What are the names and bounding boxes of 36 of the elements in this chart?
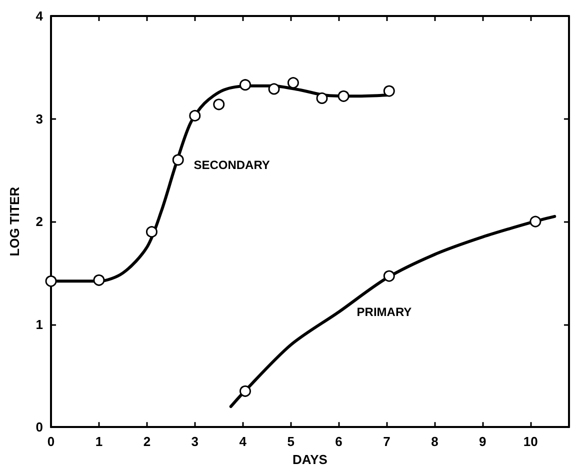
point	[287, 77, 299, 89]
point	[338, 90, 350, 102]
y-tick-label: 3	[36, 111, 43, 126]
point	[268, 83, 280, 95]
y-axis-title: LOG TITER	[7, 186, 22, 256]
point	[172, 154, 184, 166]
point	[189, 110, 201, 122]
point	[93, 274, 105, 286]
x-tick-label: 2	[143, 434, 151, 450]
point	[240, 79, 251, 91]
point	[316, 92, 328, 104]
x-tick-label: 8	[431, 434, 438, 450]
x-tick-label: 1	[95, 434, 103, 450]
y-tick-label: 1	[36, 316, 43, 332]
x-tick-label: 4	[239, 434, 248, 450]
line-series	[229, 214, 556, 408]
x-tick-label: 9	[479, 434, 486, 450]
point	[383, 85, 395, 97]
point	[530, 216, 542, 228]
x-tick-label: 6	[335, 434, 342, 450]
x-axis-title: DAYS	[292, 452, 328, 467]
series-label: SECONDARY	[194, 158, 270, 172]
x-tick-label: 3	[191, 434, 199, 450]
y-tick-label: 0	[36, 420, 43, 435]
point	[240, 385, 251, 397]
y-tick-label: 4	[36, 8, 44, 24]
y-tick-label: 2	[36, 214, 43, 230]
series-label: PRIMARY	[356, 304, 412, 319]
x-tick-label: 0	[47, 434, 55, 450]
x-tick-label: 5	[287, 434, 294, 450]
point	[213, 98, 225, 110]
x-tick-label: 7	[383, 434, 390, 450]
point	[45, 275, 57, 287]
point	[383, 270, 395, 282]
point	[146, 226, 158, 238]
x-tick-label: 10	[523, 434, 538, 450]
